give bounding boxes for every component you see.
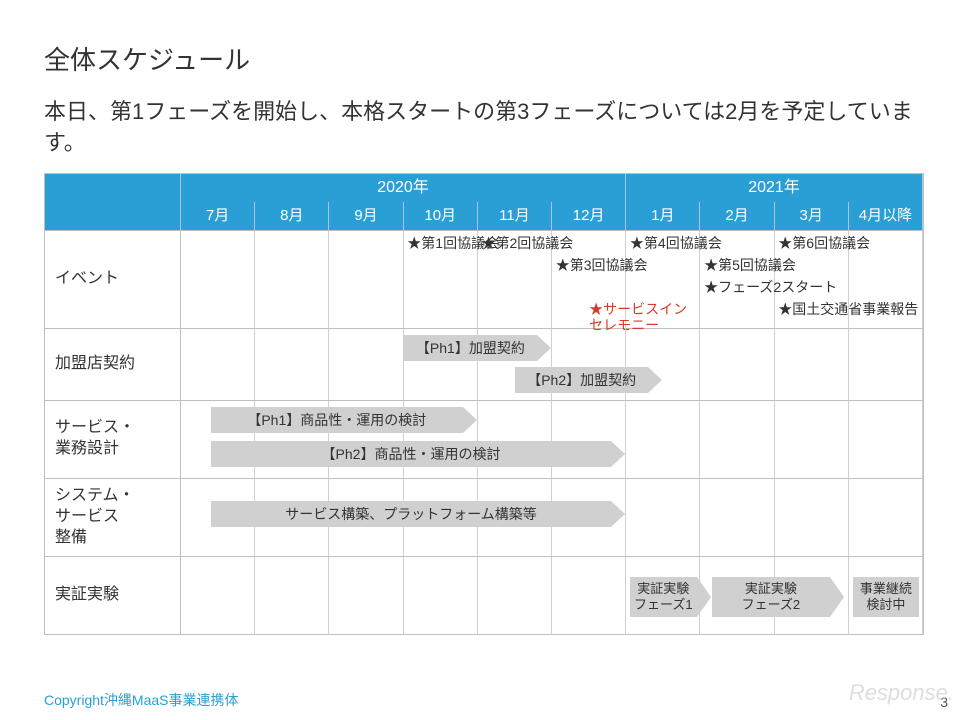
gantt-row-label: イベント [45,231,181,328]
gantt-bar: 【Ph1】加盟契約 [404,335,538,361]
gantt-row: 実証実験 実証実験フェーズ1 実証実験フェーズ2 事業継続検討中 [45,556,923,634]
gantt-month-cell: 12月 [552,202,626,230]
gantt-row-cells: サービス構築、プラットフォーム構築等 [181,479,923,556]
gantt-row-label: 加盟店契約 [45,329,181,400]
gantt-month-cell: 2月 [700,202,774,230]
gantt-row: サービス・業務設計【Ph1】商品性・運用の検討【Ph2】商品性・運用の検討 [45,400,923,478]
copyright-text: Copyright沖縄MaaS事業連携体 [44,690,239,710]
gantt-row: 加盟店契約【Ph1】加盟契約【Ph2】加盟契約 [45,328,923,400]
page-number: 3 [940,694,948,710]
page-title: 全体スケジュール [44,40,924,77]
milestone: ★第4回協議会 [630,235,722,252]
gantt-overlay: 【Ph1】加盟契約【Ph2】加盟契約 [181,329,923,400]
gantt-overlay: サービス構築、プラットフォーム構築等 [181,479,923,556]
milestone: ★第2回協議会 [482,235,574,252]
gantt-bar: サービス構築、プラットフォーム構築等 [211,501,612,527]
watermark: Response. [849,680,954,706]
gantt-header-right: 2020年2021年 7月8月9月10月11月12月1月2月3月4月以降 [181,174,923,230]
gantt-bar: 【Ph2】加盟契約 [515,367,649,393]
gantt-month-cell: 9月 [329,202,403,230]
gantt-month-row: 7月8月9月10月11月12月1月2月3月4月以降 [181,202,923,230]
gantt-row: イベント★第1回協議会★第2回協議会★第4回協議会★第6回協議会★第3回協議会★… [45,230,923,328]
gantt-month-cell: 8月 [255,202,329,230]
gantt-row: システム・サービス整備 サービス構築、プラットフォーム構築等 [45,478,923,556]
gantt-bar: 実証実験フェーズ2 [712,577,831,617]
gantt-row-label: 実証実験 [45,557,181,634]
gantt-overlay: 実証実験フェーズ1 実証実験フェーズ2 事業継続検討中 [181,557,923,634]
page-subtitle: 本日、第1フェーズを開始し、本格スタートの第3フェーズについては2月を予定してい… [44,97,924,159]
gantt-row-label: システム・サービス整備 [45,479,181,556]
gantt-header: 2020年2021年 7月8月9月10月11月12月1月2月3月4月以降 [45,174,923,230]
gantt-bar: 実証実験フェーズ1 [630,577,697,617]
gantt-chart: 2020年2021年 7月8月9月10月11月12月1月2月3月4月以降 イベン… [44,173,924,635]
gantt-row-label: サービス・業務設計 [45,401,181,478]
gantt-row-cells: ★第1回協議会★第2回協議会★第4回協議会★第6回協議会★第3回協議会★第5回協… [181,231,923,328]
milestone: ★国土交通省事業報告 [778,301,918,318]
gantt-bar: 事業継続検討中 [853,577,920,617]
gantt-row-cells: 実証実験フェーズ1 実証実験フェーズ2 事業継続検討中 [181,557,923,634]
gantt-bar: 【Ph2】商品性・運用の検討 [211,441,612,467]
gantt-overlay: ★第1回協議会★第2回協議会★第4回協議会★第6回協議会★第3回協議会★第5回協… [181,231,923,328]
milestone: ★第6回協議会 [778,235,870,252]
gantt-month-cell: 4月以降 [849,202,923,230]
milestone: ★フェーズ2スタート [704,279,837,296]
gantt-month-cell: 1月 [626,202,700,230]
gantt-month-cell: 7月 [181,202,255,230]
milestone: ★第5回協議会 [704,257,796,274]
gantt-row-cells: 【Ph1】商品性・運用の検討【Ph2】商品性・運用の検討 [181,401,923,478]
gantt-month-cell: 3月 [775,202,849,230]
gantt-month-cell: 11月 [478,202,552,230]
gantt-year-cell: 2021年 [626,174,923,202]
gantt-bar: 【Ph1】商品性・運用の検討 [211,407,463,433]
gantt-header-corner [45,174,181,230]
gantt-row-cells: 【Ph1】加盟契約【Ph2】加盟契約 [181,329,923,400]
gantt-year-cell: 2020年 [181,174,626,202]
gantt-overlay: 【Ph1】商品性・運用の検討【Ph2】商品性・運用の検討 [181,401,923,478]
milestone: ★第3回協議会 [556,257,648,274]
gantt-body: イベント★第1回協議会★第2回協議会★第4回協議会★第6回協議会★第3回協議会★… [45,230,923,634]
slide: 全体スケジュール 本日、第1フェーズを開始し、本格スタートの第3フェーズについて… [0,0,968,635]
gantt-year-row: 2020年2021年 [181,174,923,202]
gantt-month-cell: 10月 [404,202,478,230]
